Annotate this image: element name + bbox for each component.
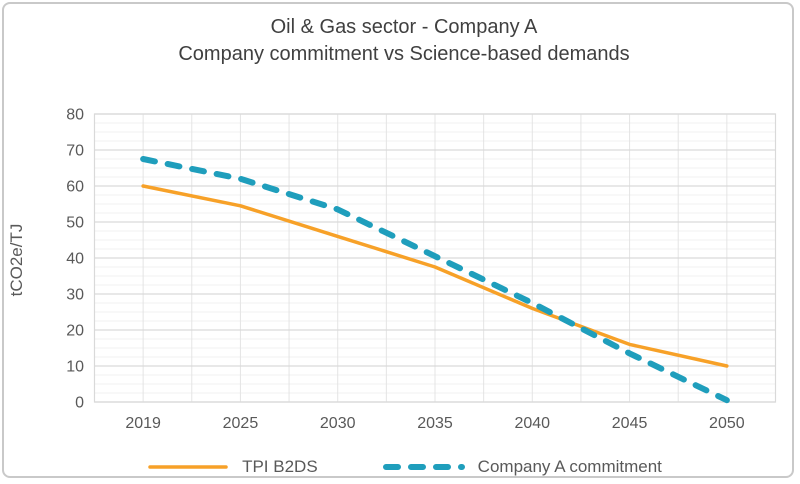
x-tick-label: 2019 <box>125 415 161 432</box>
chart-title-block: Oil & Gas sector - Company A Company com… <box>4 14 800 68</box>
x-tick-label: 2030 <box>320 415 356 432</box>
y-tick-label: 70 <box>66 143 84 160</box>
y-tick-label: 80 <box>66 107 84 124</box>
y-tick-label: 10 <box>66 359 84 376</box>
series-line-tpi-b2ds <box>141 184 729 368</box>
y-tick-label: 30 <box>66 287 84 304</box>
series-line-company-a-commitment <box>140 156 730 404</box>
chart-title: Oil & Gas sector - Company A <box>270 16 538 38</box>
chart-subtitle: Company commitment vs Science-based dema… <box>178 43 630 65</box>
legend-item: Company A commitment <box>382 457 662 477</box>
x-tick-label: 2045 <box>612 415 648 432</box>
y-tick-label: 60 <box>66 179 84 196</box>
plot-border <box>93 113 777 403</box>
y-tick-label: 20 <box>66 323 84 340</box>
y-tick-label: 0 <box>75 395 84 412</box>
legend-line-swatch <box>382 464 465 470</box>
x-tick-label: 2025 <box>223 415 259 432</box>
x-tick-label: 2040 <box>514 415 550 432</box>
legend-label: TPI B2DS <box>242 457 318 476</box>
x-tick-label: 2050 <box>709 415 745 432</box>
y-tick-label: 40 <box>66 251 84 268</box>
legend-label: Company A commitment <box>477 457 662 476</box>
y-tick-label: 50 <box>66 215 84 232</box>
legend-line-swatch <box>148 465 228 469</box>
legend-item: TPI B2DS <box>146 457 318 477</box>
legend: TPI B2DS Company A commitment <box>4 452 800 482</box>
x-tick-label: 2035 <box>417 415 453 432</box>
chart-frame: Oil & Gas sector - Company A Company com… <box>2 2 794 478</box>
